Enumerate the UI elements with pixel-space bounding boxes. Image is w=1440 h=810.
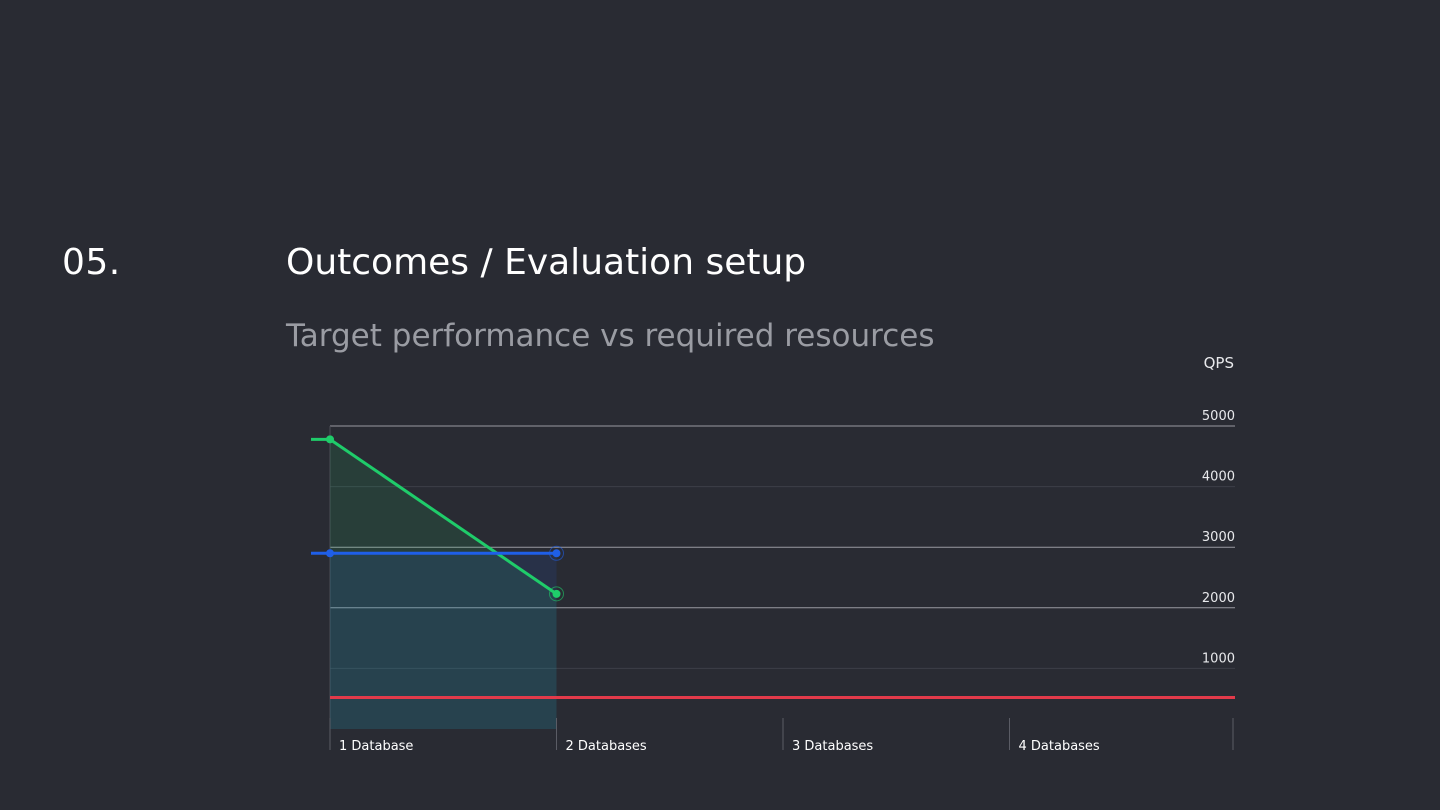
data-point (552, 589, 561, 598)
y-tick-label: 3000 (1202, 530, 1235, 545)
series-line (329, 438, 558, 596)
y-tick-label: 5000 (1202, 409, 1235, 424)
x-tick-label: 3 Databases (792, 739, 873, 754)
x-tick-label: 2 Databases (566, 739, 647, 754)
series-area (330, 439, 557, 729)
data-point-ring (549, 545, 564, 561)
data-point (326, 549, 334, 558)
y-tick-label: 2000 (1202, 591, 1235, 606)
data-point-ring (549, 586, 564, 602)
y-tick-label: 4000 (1202, 470, 1235, 485)
data-point (552, 549, 561, 558)
data-point (326, 435, 334, 444)
x-tick-label: 1 Database (339, 739, 413, 754)
y-axis-label: QPS (1204, 354, 1234, 372)
x-tick-label: 4 Databases (1019, 739, 1100, 754)
series-area (330, 553, 557, 729)
section-number: 05. (62, 242, 121, 283)
y-tick-label: 1000 (1202, 651, 1235, 666)
chart-subtitle: Target performance vs required resources (286, 318, 935, 354)
slide-title: Outcomes / Evaluation setup (286, 242, 807, 283)
